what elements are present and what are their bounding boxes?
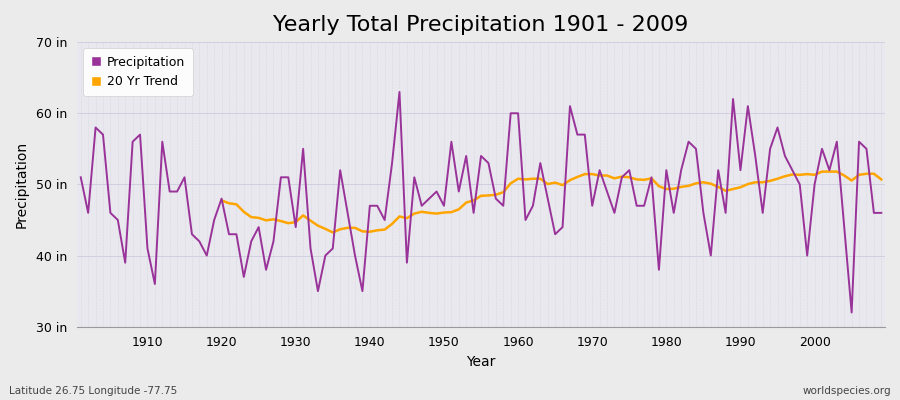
Legend: Precipitation, 20 Yr Trend: Precipitation, 20 Yr Trend: [84, 48, 193, 96]
Title: Yearly Total Precipitation 1901 - 2009: Yearly Total Precipitation 1901 - 2009: [274, 15, 688, 35]
Text: worldspecies.org: worldspecies.org: [803, 386, 891, 396]
X-axis label: Year: Year: [466, 355, 496, 369]
Text: Latitude 26.75 Longitude -77.75: Latitude 26.75 Longitude -77.75: [9, 386, 177, 396]
Y-axis label: Precipitation: Precipitation: [15, 141, 29, 228]
